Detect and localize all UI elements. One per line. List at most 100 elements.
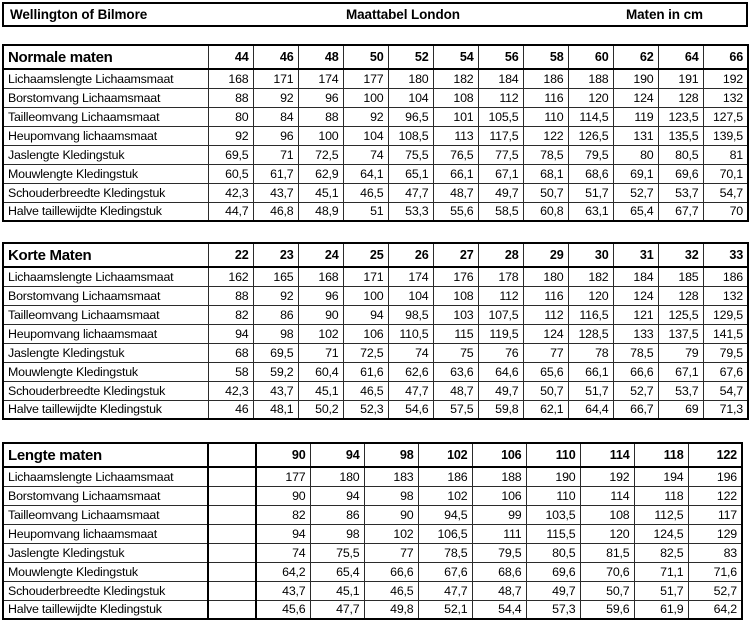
size-header-cell: 46 bbox=[252, 44, 299, 70]
measurement-value-cell: 80,5 bbox=[657, 144, 704, 165]
measurement-value-cell: 127,5 bbox=[702, 106, 749, 127]
table-row: Halve taillewijdte Kledingstuk 44,7 46,8 48… bbox=[2, 201, 749, 222]
measurement-value-cell: 66,1 bbox=[432, 163, 479, 184]
measurement-value-cell: 96 bbox=[297, 285, 344, 306]
measurement-value-cell: 100 bbox=[342, 285, 389, 306]
measurement-value-cell: 66,1 bbox=[567, 361, 614, 382]
measurement-value-cell: 54,4 bbox=[471, 599, 527, 620]
measurement-value-cell: 90 bbox=[363, 504, 419, 525]
measurement-value-cell: 48,7 bbox=[471, 580, 527, 601]
measurement-value-cell: 46,5 bbox=[363, 580, 419, 601]
measurement-value-cell: 177 bbox=[255, 466, 311, 487]
measurement-value-cell: 182 bbox=[432, 68, 479, 89]
measurement-value-cell: 53,3 bbox=[387, 201, 434, 222]
size-header-cell: 66 bbox=[702, 44, 749, 70]
size-table-lengte-maten: Lengte maten 90 94 98 102 106 110 114 118 122 Lich… bbox=[2, 442, 743, 620]
measurement-value-cell: 118 bbox=[633, 485, 689, 506]
measurement-value-cell: 66,6 bbox=[612, 361, 659, 382]
measurement-value-cell: 43,7 bbox=[252, 182, 299, 203]
measurement-value-cell: 86 bbox=[252, 304, 299, 325]
measurement-value-cell: 52,1 bbox=[417, 599, 473, 620]
measurement-value-cell: 141,5 bbox=[702, 323, 749, 344]
measurement-value-cell: 88 bbox=[297, 106, 344, 127]
measurement-value-cell: 62,6 bbox=[387, 361, 434, 382]
measurement-value-cell: 60,5 bbox=[207, 163, 254, 184]
measurement-value-cell: 46,5 bbox=[342, 182, 389, 203]
measurement-label: Lichaamslengte Lichaamsmaat bbox=[2, 466, 209, 487]
measurement-value-cell: 108,5 bbox=[387, 125, 434, 146]
measurement-label: Heupomvang lichaamsmaat bbox=[2, 523, 209, 544]
measurement-value-cell: 101 bbox=[432, 106, 479, 127]
size-header-cell: 98 bbox=[363, 442, 419, 468]
measurement-value-cell: 47,7 bbox=[387, 380, 434, 401]
size-header-cell: 32 bbox=[657, 242, 704, 268]
measurement-label: Borstomvang Lichaamsmaat bbox=[2, 285, 209, 306]
measurement-value-cell: 126,5 bbox=[567, 125, 614, 146]
measurement-value-cell: 71,1 bbox=[633, 561, 689, 582]
measurement-value-cell: 107,5 bbox=[477, 304, 524, 325]
measurement-value-cell: 67,6 bbox=[702, 361, 749, 382]
measurement-value-cell: 80 bbox=[612, 144, 659, 165]
measurement-value-cell: 110 bbox=[522, 106, 569, 127]
size-header-cell: 60 bbox=[567, 44, 614, 70]
measurement-value-cell: 65,1 bbox=[387, 163, 434, 184]
measurement-value-cell: 180 bbox=[387, 68, 434, 89]
measurement-value-cell: 45,1 bbox=[297, 380, 344, 401]
measurement-value-cell: 55,6 bbox=[432, 201, 479, 222]
measurement-label: Schouderbreedte Kledingstuk bbox=[2, 182, 209, 203]
measurement-value-cell: 81,5 bbox=[579, 542, 635, 563]
size-header-cell: 22 bbox=[207, 242, 254, 268]
measurement-label: Halve taillewijdte Kledingstuk bbox=[2, 201, 209, 222]
measurement-value-cell: 70 bbox=[702, 201, 749, 222]
measurement-value-cell: 59,6 bbox=[579, 599, 635, 620]
measurement-value-cell: 106 bbox=[342, 323, 389, 344]
measurement-value-cell: 43,7 bbox=[252, 380, 299, 401]
measurement-value-cell: 128 bbox=[657, 87, 704, 108]
size-header-cell: 26 bbox=[387, 242, 434, 268]
measurement-value-cell: 46,5 bbox=[342, 380, 389, 401]
measurement-value-cell: 108 bbox=[432, 87, 479, 108]
size-header-cell: 52 bbox=[387, 44, 434, 70]
blank-spacer-cell bbox=[207, 561, 257, 582]
measurement-label: Lichaamslengte Lichaamsmaat bbox=[2, 266, 209, 287]
measurement-value-cell: 190 bbox=[525, 466, 581, 487]
measurement-value-cell: 123,5 bbox=[657, 106, 704, 127]
measurement-value-cell: 131 bbox=[612, 125, 659, 146]
measurement-value-cell: 43,7 bbox=[255, 580, 311, 601]
measurement-value-cell: 178 bbox=[477, 266, 524, 287]
measurement-value-cell: 122 bbox=[522, 125, 569, 146]
size-header-cell: 30 bbox=[567, 242, 614, 268]
measurement-value-cell: 66,6 bbox=[363, 561, 419, 582]
measurement-value-cell: 77,5 bbox=[477, 144, 524, 165]
measurement-value-cell: 45,1 bbox=[309, 580, 365, 601]
measurement-value-cell: 70,6 bbox=[579, 561, 635, 582]
measurement-value-cell: 98 bbox=[363, 485, 419, 506]
measurement-value-cell: 76 bbox=[477, 342, 524, 363]
measurement-value-cell: 46,8 bbox=[252, 201, 299, 222]
blank-spacer-cell bbox=[207, 485, 257, 506]
measurement-value-cell: 171 bbox=[342, 266, 389, 287]
measurement-value-cell: 116 bbox=[522, 285, 569, 306]
measurement-value-cell: 168 bbox=[207, 68, 254, 89]
size-header-cell: 28 bbox=[477, 242, 524, 268]
measurement-value-cell: 54,7 bbox=[702, 182, 749, 203]
measurement-value-cell: 115 bbox=[432, 323, 479, 344]
table-row: Tailleomvang Lichaamsmaat 82 86 90 94,5 99 103… bbox=[2, 504, 743, 525]
measurement-value-cell: 108 bbox=[579, 504, 635, 525]
table-title: Lengte maten bbox=[2, 442, 209, 468]
measurement-value-cell: 79,5 bbox=[702, 342, 749, 363]
measurement-value-cell: 77 bbox=[363, 542, 419, 563]
measurement-label: Jaslengte Kledingstuk bbox=[2, 542, 209, 563]
measurement-value-cell: 119,5 bbox=[477, 323, 524, 344]
measurement-value-cell: 81 bbox=[702, 144, 749, 165]
measurement-value-cell: 64,2 bbox=[255, 561, 311, 582]
measurement-value-cell: 67,1 bbox=[657, 361, 704, 382]
blank-spacer-cell bbox=[207, 523, 257, 544]
measurement-value-cell: 90 bbox=[255, 485, 311, 506]
measurement-value-cell: 186 bbox=[702, 266, 749, 287]
measurement-value-cell: 71 bbox=[297, 342, 344, 363]
measurement-label: Mouwlengte Kledingstuk bbox=[2, 163, 209, 184]
measurement-value-cell: 82,5 bbox=[633, 542, 689, 563]
measurement-value-cell: 76,5 bbox=[432, 144, 479, 165]
